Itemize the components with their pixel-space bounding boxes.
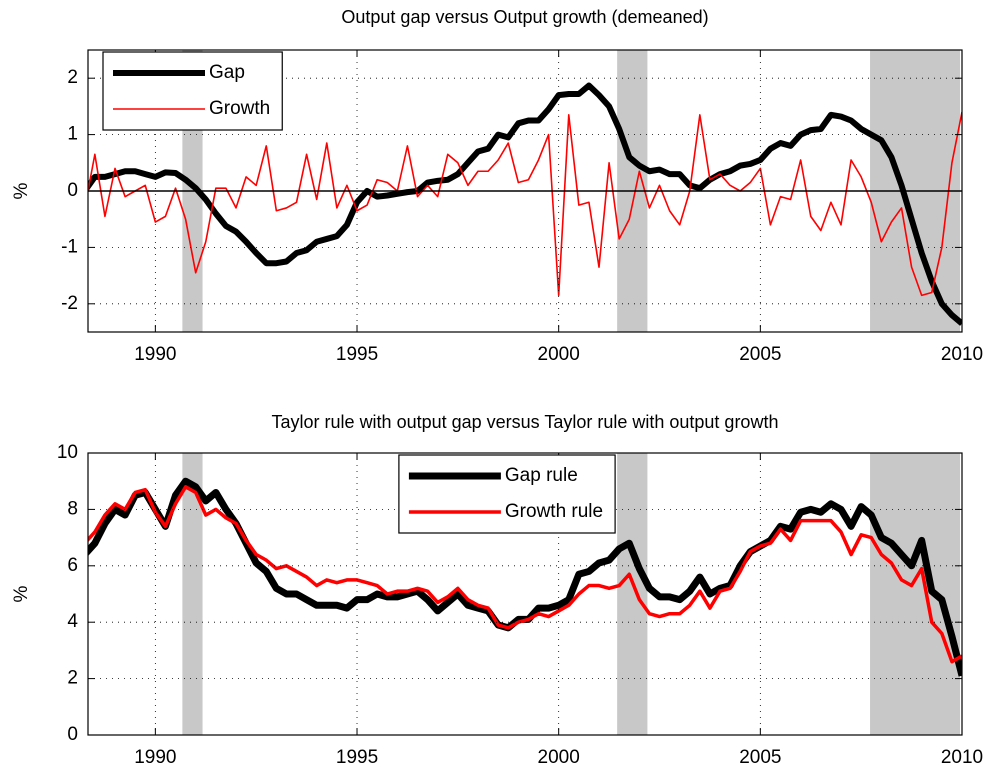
x-tick-label: 2005 bbox=[739, 344, 781, 365]
y-axis-label: % bbox=[11, 182, 32, 199]
chart-title: Output gap versus Output growth (demeane… bbox=[341, 7, 708, 27]
axes-frame bbox=[87, 49, 963, 333]
series-line bbox=[88, 485, 962, 664]
y-tick-label: 1 bbox=[67, 124, 78, 145]
recession-band bbox=[182, 453, 203, 735]
y-tick-label: 2 bbox=[67, 668, 78, 689]
legend-label: Growth bbox=[209, 98, 270, 119]
series-line bbox=[88, 111, 962, 297]
y-tick-label: 8 bbox=[67, 498, 78, 519]
x-tick-label: 1995 bbox=[336, 747, 378, 768]
y-tick-label: 6 bbox=[67, 555, 78, 576]
plot-area bbox=[88, 453, 962, 735]
legend-label: Growth rule bbox=[505, 501, 603, 522]
axes-frame bbox=[87, 452, 963, 736]
y-tick-label: 4 bbox=[67, 611, 78, 632]
legend-label: Gap rule bbox=[505, 465, 578, 486]
x-tick-label: 2010 bbox=[941, 747, 983, 768]
y-tick-label: 0 bbox=[67, 724, 78, 745]
y-axis-label: % bbox=[11, 585, 32, 602]
x-tick-label: 2010 bbox=[941, 344, 983, 365]
y-tick-label: 2 bbox=[67, 67, 78, 88]
x-tick-label: 1995 bbox=[336, 344, 378, 365]
legend-label: Gap bbox=[209, 62, 245, 83]
chart-title: Taylor rule with output gap versus Taylo… bbox=[272, 412, 779, 432]
y-tick-label: 0 bbox=[67, 180, 78, 201]
legend: Gap Growth bbox=[102, 51, 283, 131]
series-line bbox=[88, 82, 962, 326]
y-tick-label: 10 bbox=[57, 442, 78, 463]
x-tick-label: 2000 bbox=[538, 747, 580, 768]
y-tick-label: -2 bbox=[61, 293, 78, 314]
x-tick-label: 1990 bbox=[134, 344, 176, 365]
x-tick-label: 2005 bbox=[739, 747, 781, 768]
recession-band bbox=[617, 453, 648, 735]
legend-box bbox=[102, 51, 283, 131]
y-tick-label: -1 bbox=[61, 236, 78, 257]
recession-band bbox=[870, 453, 960, 735]
x-tick-label: 2000 bbox=[538, 344, 580, 365]
x-tick-label: 1990 bbox=[134, 747, 176, 768]
legend: Gap rule Growth rule bbox=[398, 454, 616, 534]
legend-box bbox=[398, 454, 616, 534]
